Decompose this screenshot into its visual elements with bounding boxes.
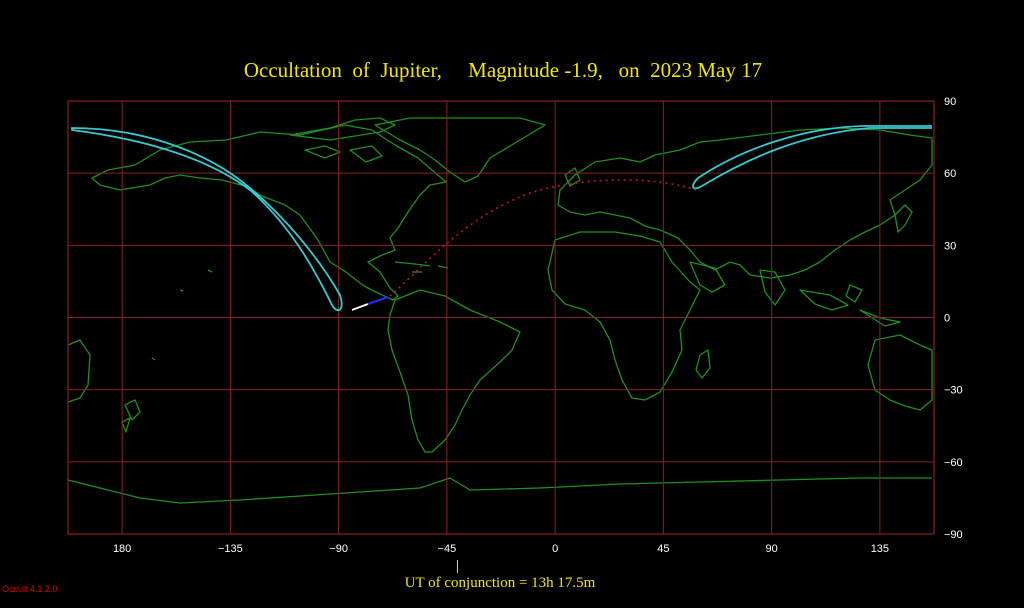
coast-antarctica bbox=[67, 477, 932, 504]
coast-australia-west-wrap bbox=[67, 339, 91, 403]
latitude-tick-label: 60 bbox=[944, 168, 956, 180]
longitude-tick-label: 180 bbox=[113, 543, 131, 555]
longitude-tick-label: 45 bbox=[657, 543, 669, 555]
latitude-tick-label: −60 bbox=[944, 457, 963, 469]
coast-eurasia bbox=[557, 127, 933, 279]
latitude-tick-label: 30 bbox=[944, 240, 956, 252]
longitude-tick-labels: 180 −135 −90 −45 0 45 90 135 bbox=[113, 543, 889, 555]
coast-australia bbox=[867, 334, 933, 411]
longitude-tick-label: −135 bbox=[218, 543, 243, 555]
visibility-limit-west bbox=[71, 127, 343, 312]
central-path-dotted bbox=[389, 179, 697, 297]
coast-greenland bbox=[374, 117, 546, 183]
latitude-tick-label: 0 bbox=[944, 313, 950, 325]
coast-north-america bbox=[91, 124, 447, 301]
software-version-label: Occult 4.1.2.0 bbox=[2, 584, 58, 594]
coast-pacific-islands bbox=[151, 269, 213, 361]
occultation-paths bbox=[71, 125, 932, 312]
coast-british-isles bbox=[564, 167, 581, 187]
coast-caribbean bbox=[394, 261, 449, 273]
longitude-tick-label: 90 bbox=[766, 543, 778, 555]
track-white bbox=[351, 303, 369, 311]
track-blue bbox=[367, 296, 389, 305]
longitude-tick-label: 135 bbox=[871, 543, 889, 555]
latitude-tick-label: −30 bbox=[944, 385, 963, 397]
longitude-tick-label: −45 bbox=[438, 543, 457, 555]
graticule bbox=[68, 100, 934, 535]
coast-africa bbox=[547, 231, 701, 401]
coast-south-america bbox=[387, 289, 521, 453]
visibility-limit-east bbox=[692, 125, 932, 190]
chart-title: Occultation of Jupiter, Magnitude -1.9, … bbox=[243, 58, 763, 82]
latitude-tick-labels: 90 60 30 0 −30 −60 −90 bbox=[944, 96, 963, 541]
coastlines bbox=[67, 117, 933, 504]
coast-new-zealand bbox=[121, 399, 141, 433]
coast-japan bbox=[894, 204, 913, 233]
longitude-tick-label: −90 bbox=[329, 543, 348, 555]
coast-se-asia-islands bbox=[799, 284, 901, 327]
latitude-tick-label: −90 bbox=[944, 529, 963, 541]
map-frame bbox=[67, 100, 935, 535]
coast-arabia-india bbox=[689, 261, 786, 306]
coast-madagascar bbox=[695, 349, 711, 379]
longitude-tick-label: 0 bbox=[552, 543, 558, 555]
latitude-tick-label: 90 bbox=[944, 96, 956, 108]
conjunction-time-label: UT of conjunction = 13h 17.5m bbox=[404, 575, 596, 591]
